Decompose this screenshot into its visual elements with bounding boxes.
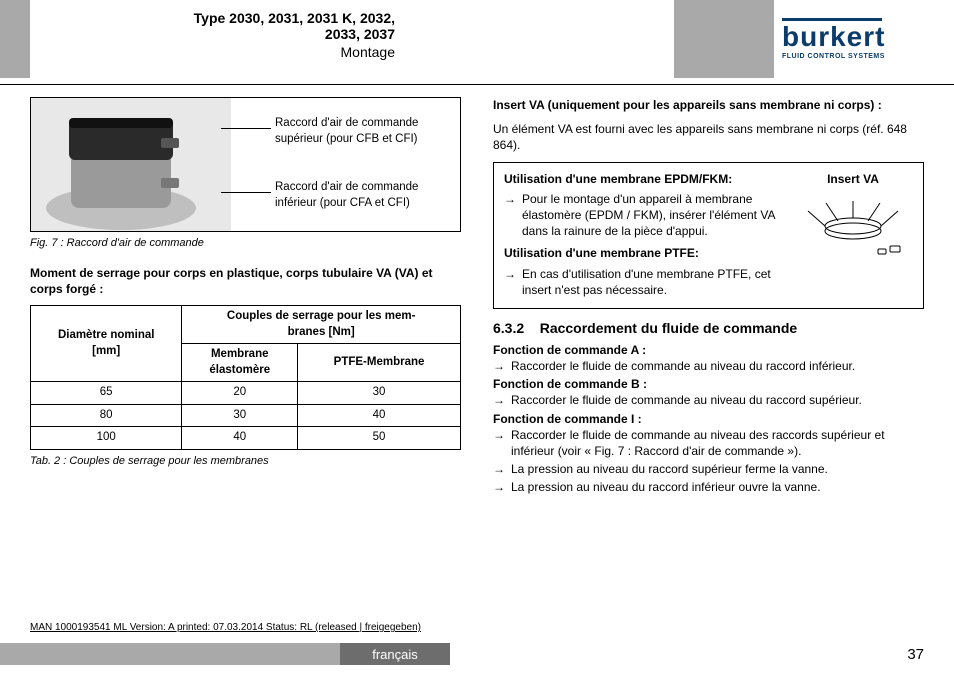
figure-label-top: Raccord d'air de commande supérieur (pou… xyxy=(275,116,418,147)
table-row: 100 40 50 xyxy=(31,427,461,450)
figure-label-top-l1: Raccord d'air de commande xyxy=(275,116,418,132)
function-i-close-line: → La pression au niveau du raccord supér… xyxy=(493,461,924,477)
section-title: Raccordement du fluide de commande xyxy=(540,320,798,336)
arrow-icon: → xyxy=(504,266,522,282)
membrane-box-text: Utilisation d'une membrane EPDM/FKM: → P… xyxy=(504,171,783,300)
function-i-line: → Raccorder le fluide de commande au niv… xyxy=(493,427,924,459)
ptfe-text: En cas d'utilisation d'une membrane PTFE… xyxy=(522,266,783,298)
arrow-icon: → xyxy=(504,191,522,207)
figure-7: Raccord d'air de commande supérieur (pou… xyxy=(30,97,461,232)
th-torque-l1: Couples de serrage pour les mem- xyxy=(227,310,416,322)
epdm-line: → Pour le montage d'un appareil à membra… xyxy=(504,191,783,240)
function-b-line: → Raccorder le fluide de commande au niv… xyxy=(493,392,924,408)
arrow-icon: → xyxy=(493,479,511,495)
cell: 40 xyxy=(298,404,461,427)
section-heading: 6.3.2 Raccordement du fluide de commande xyxy=(493,319,924,338)
epdm-title: Utilisation d'une membrane EPDM/FKM: xyxy=(504,171,783,187)
ptfe-title: Utilisation d'une membrane PTFE: xyxy=(504,245,783,261)
function-a-line: → Raccorder le fluide de commande au niv… xyxy=(493,358,924,374)
function-i-open-line: → La pression au niveau du raccord infér… xyxy=(493,479,924,495)
va-heading: Insert VA (uniquement pour les appareils… xyxy=(493,97,924,113)
arrow-icon: → xyxy=(493,427,511,443)
th-elastomer-l1: Membrane xyxy=(211,348,269,360)
th-elastomer-l2: élastomère xyxy=(209,364,270,376)
function-i-label: Fonction de commande I : xyxy=(493,411,924,427)
title-line-2: 2033, 2037 xyxy=(45,26,395,42)
th-torque-l2: branes [Nm] xyxy=(288,326,355,338)
logo-text: burkert xyxy=(782,23,885,51)
function-b-text: Raccorder le fluide de commande au nivea… xyxy=(511,392,924,408)
figure-label-top-l2: supérieur (pour CFB et CFI) xyxy=(275,132,418,148)
th-torque: Couples de serrage pour les mem- branes … xyxy=(182,306,461,344)
epdm-text: Pour le montage d'un appareil à membrane… xyxy=(522,191,783,240)
language-badge: français xyxy=(340,643,450,665)
cell: 30 xyxy=(298,382,461,405)
subtitle: Montage xyxy=(45,44,395,60)
th-diameter-l1: Diamètre nominal xyxy=(58,329,155,341)
figure-label-bottom-l2: inférieur (pour CFA et CFI) xyxy=(275,196,418,212)
table-row: 65 20 30 xyxy=(31,382,461,405)
figure-label-bottom-l1: Raccord d'air de commande xyxy=(275,180,418,196)
section-number: 6.3.2 xyxy=(493,320,524,336)
header-title-block: Type 2030, 2031, 2031 K, 2032, 2033, 203… xyxy=(30,0,410,78)
print-info: MAN 1000193541 ML Version: A printed: 07… xyxy=(30,622,421,633)
function-a-label: Fonction de commande A : xyxy=(493,342,924,358)
right-column: Insert VA (uniquement pour les appareils… xyxy=(493,97,924,497)
function-i-close: La pression au niveau du raccord supérie… xyxy=(511,461,924,477)
logo: burkert FLUID CONTROL SYSTEMS xyxy=(774,0,954,78)
torque-heading: Moment de serrage pour corps en plastiqu… xyxy=(30,265,461,297)
cell: 50 xyxy=(298,427,461,450)
membrane-box: Utilisation d'une membrane EPDM/FKM: → P… xyxy=(493,162,924,309)
content: Raccord d'air de commande supérieur (pou… xyxy=(0,85,954,497)
table-row: 80 30 40 xyxy=(31,404,461,427)
th-ptfe: PTFE-Membrane xyxy=(298,344,461,382)
cell: 100 xyxy=(31,427,182,450)
table-caption: Tab. 2 : Couples de serrage pour les mem… xyxy=(30,454,461,469)
ptfe-line: → En cas d'utilisation d'une membrane PT… xyxy=(504,266,783,298)
arrow-icon: → xyxy=(493,461,511,477)
header-accent-left xyxy=(0,0,30,78)
leader-line-bottom xyxy=(221,192,271,193)
th-diameter: Diamètre nominal [mm] xyxy=(31,306,182,382)
figure-7-caption: Fig. 7 : Raccord d'air de commande xyxy=(30,236,461,251)
page-number: 37 xyxy=(907,646,924,663)
figure-7-labels: Raccord d'air de commande supérieur (pou… xyxy=(231,98,460,231)
left-column: Raccord d'air de commande supérieur (pou… xyxy=(30,97,461,497)
footer: français 37 xyxy=(0,643,954,665)
figure-7-image xyxy=(31,98,231,231)
function-i-text: Raccorder le fluide de commande au nivea… xyxy=(511,427,924,459)
cell: 30 xyxy=(182,404,298,427)
arrow-icon: → xyxy=(493,392,511,408)
logo-tagline: FLUID CONTROL SYSTEMS xyxy=(782,53,885,60)
membrane-box-figure: Insert VA xyxy=(793,171,913,300)
figure-label-bottom: Raccord d'air de commande inférieur (pou… xyxy=(275,180,418,211)
function-b-label: Fonction de commande B : xyxy=(493,376,924,392)
cell: 20 xyxy=(182,382,298,405)
insert-va-icon xyxy=(798,191,908,261)
cell: 80 xyxy=(31,404,182,427)
cell: 40 xyxy=(182,427,298,450)
arrow-icon: → xyxy=(493,358,511,374)
leader-line-top xyxy=(221,128,271,129)
page: Type 2030, 2031, 2031 K, 2032, 2033, 203… xyxy=(0,0,954,673)
insert-va-label: Insert VA xyxy=(793,171,913,187)
title-line-1: Type 2030, 2031, 2031 K, 2032, xyxy=(45,10,395,26)
torque-table: Diamètre nominal [mm] Couples de serrage… xyxy=(30,305,461,450)
footer-accent xyxy=(0,643,340,665)
function-a-text: Raccorder le fluide de commande au nivea… xyxy=(511,358,924,374)
header-accent-right xyxy=(674,0,774,78)
th-diameter-l2: [mm] xyxy=(92,345,120,357)
cell: 65 xyxy=(31,382,182,405)
function-i-open: La pression au niveau du raccord inférie… xyxy=(511,479,924,495)
th-elastomer: Membrane élastomère xyxy=(182,344,298,382)
header-bar: Type 2030, 2031, 2031 K, 2032, 2033, 203… xyxy=(0,0,954,78)
va-text: Un élément VA est fourni avec les appare… xyxy=(493,121,924,153)
